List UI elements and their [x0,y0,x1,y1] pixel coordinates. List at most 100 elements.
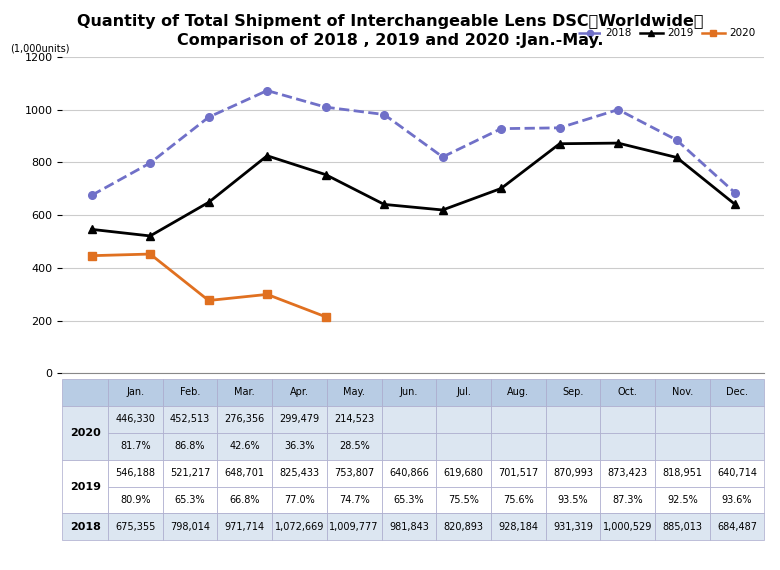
Bar [655,406,710,433]
Text: Quantity of Total Shipment of Interchangeable Lens DSC［Worldwide］: Quantity of Total Shipment of Interchang… [76,14,704,29]
Bar [491,379,546,406]
Text: 93.6%: 93.6% [722,495,752,505]
Text: 640,714: 640,714 [717,468,757,478]
Text: 870,993: 870,993 [553,468,593,478]
Text: 75.6%: 75.6% [503,495,534,505]
2019 [204,199,214,206]
Bar [710,379,764,406]
Bar [710,487,764,514]
2019 [730,201,739,208]
2020 [87,253,97,259]
Text: 1,072,669: 1,072,669 [275,522,324,532]
Bar [272,487,327,514]
Bar [491,459,546,487]
Bar [710,514,764,540]
Text: Dec.: Dec. [726,388,748,397]
Bar [710,406,764,433]
Text: 971,714: 971,714 [225,522,265,532]
Text: Jun.: Jun. [399,388,418,397]
Text: 640,866: 640,866 [389,468,429,478]
2019 [321,171,331,178]
Bar [546,514,601,540]
Text: 299,479: 299,479 [279,414,320,424]
Text: 928,184: 928,184 [498,522,538,532]
Text: 2018: 2018 [69,522,101,532]
Text: 521,217: 521,217 [170,468,211,478]
Text: Jul.: Jul. [456,388,471,397]
Bar [601,487,655,514]
Bar [108,514,163,540]
Text: 825,433: 825,433 [279,468,320,478]
Bar [62,406,108,459]
Bar [327,433,381,459]
Bar [272,459,327,487]
Text: Comparison of 2018 , 2019 and 2020 :Jan.-May.: Comparison of 2018 , 2019 and 2020 :Jan.… [177,33,603,48]
Bar [62,514,108,540]
Bar [218,514,272,540]
2019 [145,233,154,239]
2018 [145,160,154,166]
2018 [613,106,622,113]
Text: 753,807: 753,807 [334,468,374,478]
2018 [87,192,97,199]
Bar [381,514,436,540]
Text: 75.5%: 75.5% [448,495,479,505]
Bar [381,487,436,514]
2019 [262,152,271,159]
Bar [546,459,601,487]
Text: 1,009,777: 1,009,777 [329,522,379,532]
Text: 65.3%: 65.3% [394,495,424,505]
Bar [655,433,710,459]
Text: 28.5%: 28.5% [339,441,370,451]
Bar [327,459,381,487]
Text: 446,330: 446,330 [115,414,155,424]
Bar [272,379,327,406]
Text: Feb.: Feb. [180,388,200,397]
Bar [601,459,655,487]
Bar [381,433,436,459]
Bar [62,459,108,514]
Bar [327,487,381,514]
Bar [163,433,218,459]
Text: Oct.: Oct. [618,388,637,397]
Bar [381,406,436,433]
Text: 80.9%: 80.9% [120,495,151,505]
Text: Apr.: Apr. [290,388,309,397]
Text: 818,951: 818,951 [662,468,702,478]
2018 [262,87,271,94]
Text: 66.8%: 66.8% [229,495,260,505]
2020 [321,314,331,320]
Line: 2019: 2019 [88,139,739,240]
Bar [436,406,491,433]
2018 [555,124,564,131]
Text: 885,013: 885,013 [662,522,702,532]
Bar [108,487,163,514]
2018 [730,189,739,196]
Bar [163,514,218,540]
Bar [436,487,491,514]
Line: 2018: 2018 [88,87,739,199]
Text: Jan.: Jan. [126,388,144,397]
Line: 2020: 2020 [88,250,329,320]
Bar [163,459,218,487]
Text: 2019: 2019 [69,482,101,491]
2018 [321,104,331,111]
Text: 648,701: 648,701 [225,468,264,478]
2020 [262,291,271,298]
Bar [108,459,163,487]
Bar [601,433,655,459]
Text: 36.3%: 36.3% [284,441,314,451]
Text: 675,355: 675,355 [115,522,155,532]
Text: 77.0%: 77.0% [284,495,315,505]
Bar [491,487,546,514]
Text: 546,188: 546,188 [115,468,155,478]
Bar [491,433,546,459]
Text: Aug.: Aug. [507,388,530,397]
Text: 74.7%: 74.7% [339,495,370,505]
Bar [218,433,272,459]
Bar [108,406,163,433]
Bar [436,514,491,540]
Bar [655,459,710,487]
Text: 65.3%: 65.3% [175,495,205,505]
2019 [613,140,622,146]
